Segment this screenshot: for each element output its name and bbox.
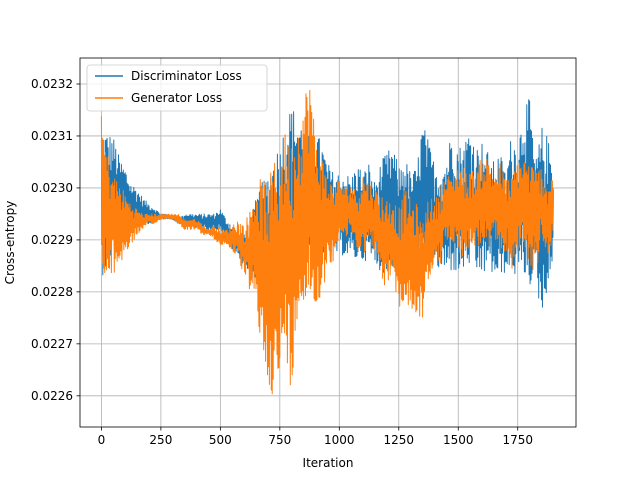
x-tick-label: 1500 bbox=[443, 433, 474, 447]
series-line-generator bbox=[100, 90, 554, 395]
x-tick-label: 1750 bbox=[502, 433, 533, 447]
x-tick-label: 1250 bbox=[383, 433, 414, 447]
x-tick-label: 500 bbox=[209, 433, 232, 447]
y-tick-label: 0.0227 bbox=[31, 337, 73, 351]
plot-series bbox=[100, 90, 554, 395]
y-tick-label: 0.0231 bbox=[31, 129, 73, 143]
x-tick-label: 750 bbox=[268, 433, 291, 447]
x-axis-title: Iteration bbox=[303, 456, 354, 470]
legend-label-discriminator: Discriminator Loss bbox=[131, 69, 242, 83]
legend: Discriminator Loss Generator Loss bbox=[86, 64, 268, 112]
grid bbox=[80, 58, 576, 427]
y-tick-label: 0.0229 bbox=[31, 233, 73, 247]
y-tick-label: 0.0232 bbox=[31, 77, 73, 91]
x-tick-label: 0 bbox=[98, 433, 106, 447]
x-tick-label: 250 bbox=[149, 433, 172, 447]
legend-box bbox=[86, 64, 268, 112]
y-tick-label: 0.0226 bbox=[31, 389, 73, 403]
legend-label-generator: Generator Loss bbox=[131, 91, 222, 105]
y-tick-label: 0.0230 bbox=[31, 181, 73, 195]
axis-ticks: 0 250 500 750 1000 1250 1500 1750 0.0226 0.0227 0.… bbox=[31, 77, 533, 447]
plot-frame bbox=[79, 57, 577, 428]
y-tick-label: 0.0228 bbox=[31, 285, 73, 299]
x-tick-label: 1000 bbox=[324, 433, 355, 447]
y-axis-title: Cross-entropy bbox=[3, 201, 17, 285]
